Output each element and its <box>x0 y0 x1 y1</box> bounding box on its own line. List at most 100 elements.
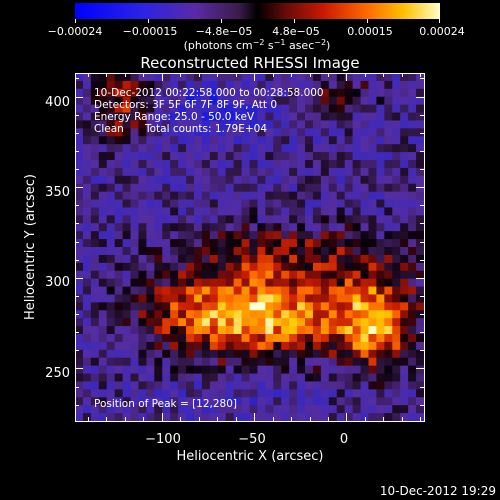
image-pixel <box>344 381 354 390</box>
image-pixel <box>249 160 259 169</box>
image-pixel <box>384 270 393 280</box>
image-pixel <box>376 413 385 421</box>
image-pixel <box>225 183 235 193</box>
image-pixel <box>273 270 282 280</box>
image-pixel <box>209 104 219 114</box>
image-pixel <box>225 334 235 343</box>
image-pixel <box>233 144 243 153</box>
image-pixel <box>241 128 251 137</box>
image-pixel <box>138 247 147 256</box>
image-pixel <box>186 207 195 216</box>
image-pixel <box>336 389 346 398</box>
image-pixel <box>241 160 251 169</box>
image-pixel <box>376 231 385 240</box>
image-pixel <box>344 262 354 272</box>
image-pixel <box>368 262 378 272</box>
image-pixel <box>225 341 235 351</box>
image-pixel <box>344 120 354 129</box>
image-pixel <box>376 349 385 359</box>
image-pixel <box>90 357 100 367</box>
image-pixel <box>368 349 378 359</box>
image-pixel <box>146 389 155 398</box>
image-pixel <box>289 207 298 216</box>
image-pixel <box>416 191 424 201</box>
image-pixel <box>154 389 163 398</box>
image-pixel <box>408 357 417 367</box>
image-pixel <box>273 73 282 82</box>
image-pixel <box>193 167 203 177</box>
image-pixel <box>225 215 235 224</box>
image-pixel <box>344 152 354 161</box>
image-pixel <box>400 152 409 161</box>
image-pixel <box>384 397 393 406</box>
image-pixel <box>384 152 393 161</box>
image-pixel <box>312 207 322 216</box>
image-pixel <box>241 136 251 145</box>
image-pixel <box>305 247 314 256</box>
image-pixel <box>281 88 290 98</box>
image-pixel <box>376 207 385 216</box>
image-pixel <box>209 175 219 185</box>
image-pixel <box>186 349 195 359</box>
image-pixel <box>320 365 330 375</box>
image-pixel <box>312 80 322 90</box>
image-pixel <box>146 152 155 161</box>
image-pixel <box>320 318 330 327</box>
image-pixel <box>193 294 203 303</box>
image-pixel <box>241 389 251 398</box>
image-pixel <box>130 302 140 311</box>
image-pixel <box>154 112 163 122</box>
image-pixel <box>146 128 155 137</box>
image-pixel <box>170 207 179 216</box>
image-pixel <box>281 341 290 351</box>
image-pixel <box>265 120 274 129</box>
image-pixel <box>344 357 354 367</box>
image-pixel <box>170 215 179 224</box>
image-pixel <box>233 88 243 98</box>
image-pixel <box>138 262 147 272</box>
image-pixel <box>352 318 362 327</box>
image-pixel <box>408 262 417 272</box>
image-pixel <box>344 223 354 232</box>
image-pixel <box>376 254 385 264</box>
image-pixel <box>122 231 132 240</box>
image-pixel <box>130 254 140 264</box>
image-pixel <box>344 144 354 153</box>
image-pixel <box>336 326 346 335</box>
image-pixel <box>138 152 147 161</box>
image-pixel <box>312 191 322 201</box>
image-pixel <box>352 357 362 367</box>
image-pixel <box>408 73 417 82</box>
image-pixel <box>297 136 306 145</box>
image-pixel <box>360 223 370 232</box>
image-pixel <box>186 270 195 280</box>
image-pixel <box>217 286 227 296</box>
image-pixel <box>186 136 195 145</box>
image-pixel <box>336 405 346 414</box>
image-pixel <box>114 231 124 240</box>
image-pixel <box>217 80 227 90</box>
image-pixel <box>75 405 84 414</box>
image-pixel <box>392 326 401 335</box>
image-pixel <box>90 389 100 398</box>
image-pixel <box>225 231 235 240</box>
image-pixel <box>201 397 211 406</box>
image-pixel <box>209 191 219 201</box>
image-pixel <box>408 183 417 193</box>
image-pixel <box>392 160 401 169</box>
image-pixel <box>217 270 227 280</box>
image-pixel <box>98 381 108 390</box>
image-pixel <box>336 310 346 319</box>
image-pixel <box>384 334 393 343</box>
image-pixel <box>114 207 124 216</box>
image-pixel <box>130 223 140 232</box>
image-pixel <box>368 128 378 137</box>
image-pixel <box>217 413 227 421</box>
image-pixel <box>408 104 417 114</box>
image-pixel <box>344 326 354 335</box>
image-pixel <box>416 381 424 390</box>
image-pixel <box>416 254 424 264</box>
image-pixel <box>154 318 163 327</box>
image-pixel <box>114 254 124 264</box>
image-pixel <box>162 413 171 421</box>
